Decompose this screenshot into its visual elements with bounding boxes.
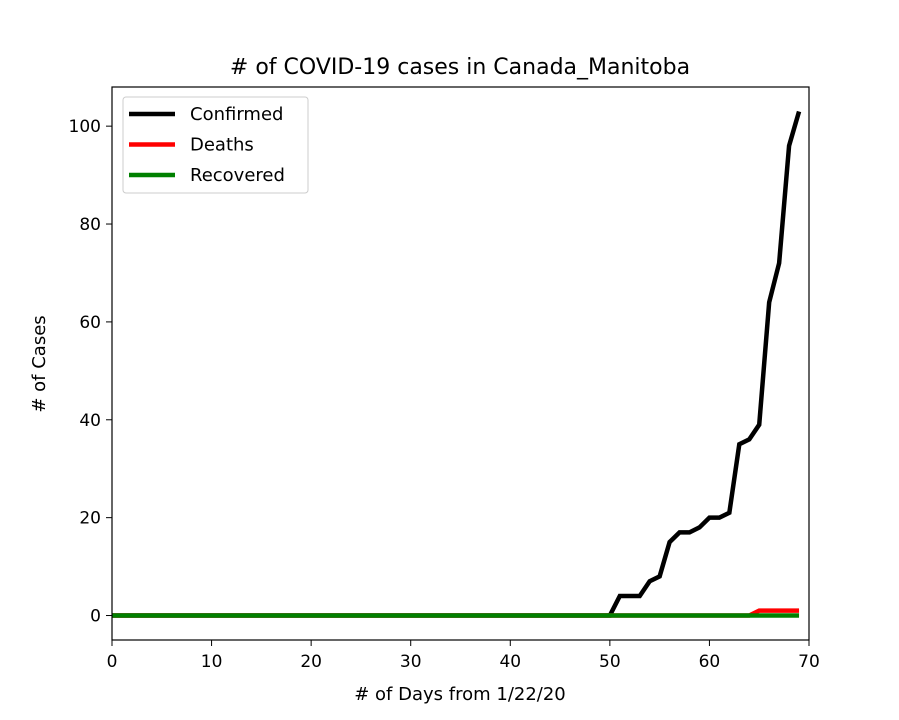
chart-title: # of COVID-19 cases in Canada_Manitoba — [230, 55, 690, 80]
plot-area — [111, 86, 810, 641]
x-tick-label: 70 — [798, 652, 820, 672]
x-tick-label: 0 — [107, 652, 118, 672]
x-axis-label: # of Days from 1/22/20 — [354, 684, 566, 705]
legend-label-deaths: Deaths — [190, 135, 254, 156]
x-tick-label: 20 — [300, 652, 322, 672]
y-axis: 0 20 40 60 80 100 — [69, 117, 112, 627]
y-tick-label: 0 — [90, 607, 101, 627]
x-axis: 0 10 20 30 40 50 60 70 — [107, 640, 820, 672]
y-tick-label: 100 — [69, 117, 101, 137]
legend-box — [122, 96, 309, 194]
x-tick-label: 60 — [699, 652, 721, 672]
y-tick-label: 40 — [79, 411, 101, 431]
axes-frame — [111, 86, 810, 641]
y-axis-label: # of Cases — [29, 315, 50, 412]
y-tick-label: 20 — [79, 509, 101, 529]
x-tick-label: 50 — [599, 652, 621, 672]
x-tick-label: 10 — [201, 652, 223, 672]
series-layer — [112, 110, 802, 618]
y-tick-label: 60 — [79, 313, 101, 333]
y-tick-label: 80 — [79, 215, 101, 235]
x-tick-label: 30 — [400, 652, 422, 672]
legend-label-recovered: Recovered — [190, 165, 285, 186]
legend-label-confirmed: Confirmed — [190, 104, 283, 125]
x-tick-label: 40 — [499, 652, 521, 672]
legend: Confirmed Deaths Recovered — [122, 96, 309, 194]
